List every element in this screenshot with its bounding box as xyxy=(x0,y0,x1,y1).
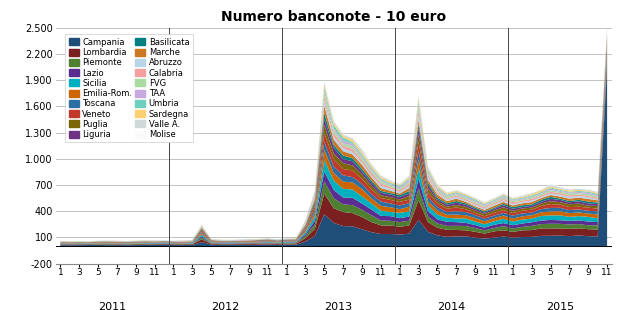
Title: Numero banconote - 10 euro: Numero banconote - 10 euro xyxy=(221,10,446,24)
Legend: Campania, Lombardia, Piemonte, Lazio, Sicilia, Emilia-Rom., Toscana, Veneto, Pug: Campania, Lombardia, Piemonte, Lazio, Si… xyxy=(66,34,193,142)
Text: 2014: 2014 xyxy=(438,302,466,310)
Text: 2013: 2013 xyxy=(324,302,352,310)
Text: 2012: 2012 xyxy=(211,302,239,310)
Text: 2011: 2011 xyxy=(98,302,126,310)
Text: 2015: 2015 xyxy=(546,302,574,310)
